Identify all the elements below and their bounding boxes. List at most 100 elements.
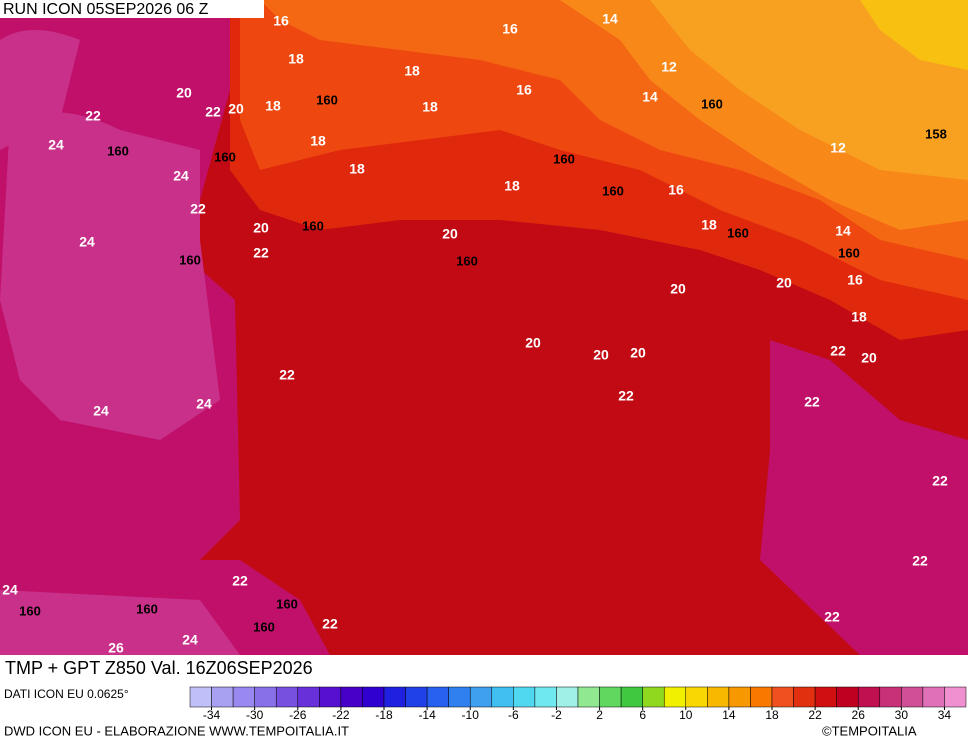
- colorbar-tick-label: 22: [808, 708, 822, 722]
- geopotential-label: 158: [925, 126, 947, 141]
- temperature-label: 20: [776, 275, 792, 291]
- data-source: DATI ICON EU 0.0625°: [4, 687, 129, 701]
- temperature-label: 16: [516, 82, 532, 98]
- geopotential-label: 160: [701, 96, 723, 111]
- colorbar-swatch: [254, 686, 277, 708]
- temperature-label: 20: [861, 350, 877, 366]
- colorbar-swatch: [513, 686, 536, 708]
- temperature-label: 12: [661, 59, 677, 75]
- temperature-label: 20: [593, 347, 609, 363]
- colorbar-swatch: [944, 686, 967, 708]
- geopotential-label: 160: [456, 253, 478, 268]
- temperature-label: 22: [253, 245, 269, 261]
- colorbar-swatch: [707, 686, 730, 708]
- colorbar-swatch: [577, 686, 600, 708]
- temperature-label: 18: [422, 99, 438, 115]
- colorbar-swatch: [771, 686, 794, 708]
- title-box: [0, 655, 414, 683]
- colorbar-swatch: [534, 686, 557, 708]
- colorbar-swatch: [319, 686, 342, 708]
- colorbar-swatch: [362, 686, 385, 708]
- colorbar-tick-label: 14: [722, 708, 736, 722]
- colorbar-swatch: [793, 686, 816, 708]
- geopotential-label: 160: [302, 218, 324, 233]
- temperature-label: 14: [835, 223, 851, 239]
- colorbar-tick-label: 34: [938, 708, 952, 722]
- temperature-label: 26: [108, 640, 124, 656]
- temperature-label: 22: [824, 609, 840, 625]
- colorbar-swatch: [879, 686, 902, 708]
- colorbar-tick-label: -2: [551, 708, 562, 722]
- temperature-label: 12: [830, 140, 846, 156]
- temperature-label: 22: [85, 108, 101, 124]
- temperature-label: 22: [932, 473, 948, 489]
- colorbar-swatch: [556, 686, 579, 708]
- colorbar-tick-label: -34: [203, 708, 221, 722]
- temperature-label: 24: [196, 396, 212, 412]
- temperature-label: 20: [525, 335, 541, 351]
- colorbar-swatch: [426, 686, 449, 708]
- colorbar-swatch: [814, 686, 837, 708]
- temperature-label: 16: [847, 272, 863, 288]
- temperature-label: 18: [701, 217, 717, 233]
- temperature-label: 24: [182, 632, 198, 648]
- geopotential-label: 160: [316, 92, 338, 107]
- colorbar-swatch: [750, 686, 773, 708]
- colorbar-tick-label: -10: [462, 708, 480, 722]
- temperature-label: 22: [912, 553, 928, 569]
- colorbar-swatch: [663, 686, 687, 708]
- colorbar-swatch: [836, 686, 859, 708]
- colorbar-swatch: [275, 686, 299, 708]
- temperature-label: 22: [205, 104, 221, 120]
- temperature-label: 14: [642, 89, 658, 105]
- temperature-label: 20: [228, 101, 244, 117]
- colorbar-swatch: [232, 686, 255, 708]
- brand: ©TEMPOITALIA: [822, 723, 917, 738]
- geopotential-label: 160: [602, 183, 624, 198]
- colorbar: -34 -30 -26 -22 -18 -14 -10 -6 -2 2 6 10 14 18 22 26 30 3…: [189, 686, 967, 722]
- temperature-label: 18: [349, 161, 365, 177]
- temperature-label: 18: [404, 63, 420, 79]
- colorbar-swatch: [857, 686, 881, 708]
- colorbar-swatch: [685, 686, 708, 708]
- temperature-label: 20: [176, 85, 192, 101]
- temperature-label: 18: [310, 133, 326, 149]
- colorbar-swatch: [901, 686, 924, 708]
- colorbar-swatch: [297, 686, 320, 708]
- geopotential-label: 160: [553, 151, 575, 166]
- colorbar-swatch: [620, 686, 643, 708]
- temperature-label: 22: [232, 573, 248, 589]
- colorbar-tick-label: 6: [639, 708, 646, 722]
- header-box: [0, 0, 264, 18]
- temperature-label: 24: [48, 137, 64, 153]
- geopotential-label: 160: [276, 596, 298, 611]
- geopotential-label: 160: [253, 619, 275, 634]
- colorbar-swatch: [599, 686, 622, 708]
- temperature-label: 18: [504, 178, 520, 194]
- temperature-label: 16: [668, 182, 684, 198]
- colorbar-tick-label: -30: [246, 708, 264, 722]
- temperature-label: 20: [253, 220, 269, 236]
- map-title: TMP + GPT Z850 Val. 16Z06SEP2026: [5, 658, 313, 678]
- colorbar-tick-label: -26: [289, 708, 307, 722]
- colorbar-swatch: [491, 686, 514, 708]
- colorbar-tick-label: 2: [596, 708, 603, 722]
- temperature-label: 24: [2, 582, 18, 598]
- colorbar-tick-label: -14: [418, 708, 436, 722]
- temperature-label: 16: [502, 21, 518, 37]
- temperature-label: 22: [190, 201, 206, 217]
- temperature-label: 20: [442, 226, 458, 242]
- colorbar-tick-label: 26: [852, 708, 866, 722]
- colorbar-tick-label: -6: [508, 708, 519, 722]
- temperature-label: 18: [288, 51, 304, 67]
- contour-labels: 16 14 16 18 18 12 20 22 20 18 14 16 18 22 24 18 12 24 18 18…: [2, 11, 948, 656]
- temperature-label: 22: [618, 388, 634, 404]
- geopotential-label: 160: [179, 252, 201, 267]
- temperature-label: 22: [804, 394, 820, 410]
- colorbar-tick-label: 30: [895, 708, 909, 722]
- temperature-label: 18: [265, 98, 281, 114]
- temperature-label: 22: [830, 343, 846, 359]
- run-label: RUN ICON 05SEP2026 06 Z: [3, 1, 209, 18]
- temperature-label: 16: [273, 13, 289, 29]
- geopotential-label: 160: [19, 603, 41, 618]
